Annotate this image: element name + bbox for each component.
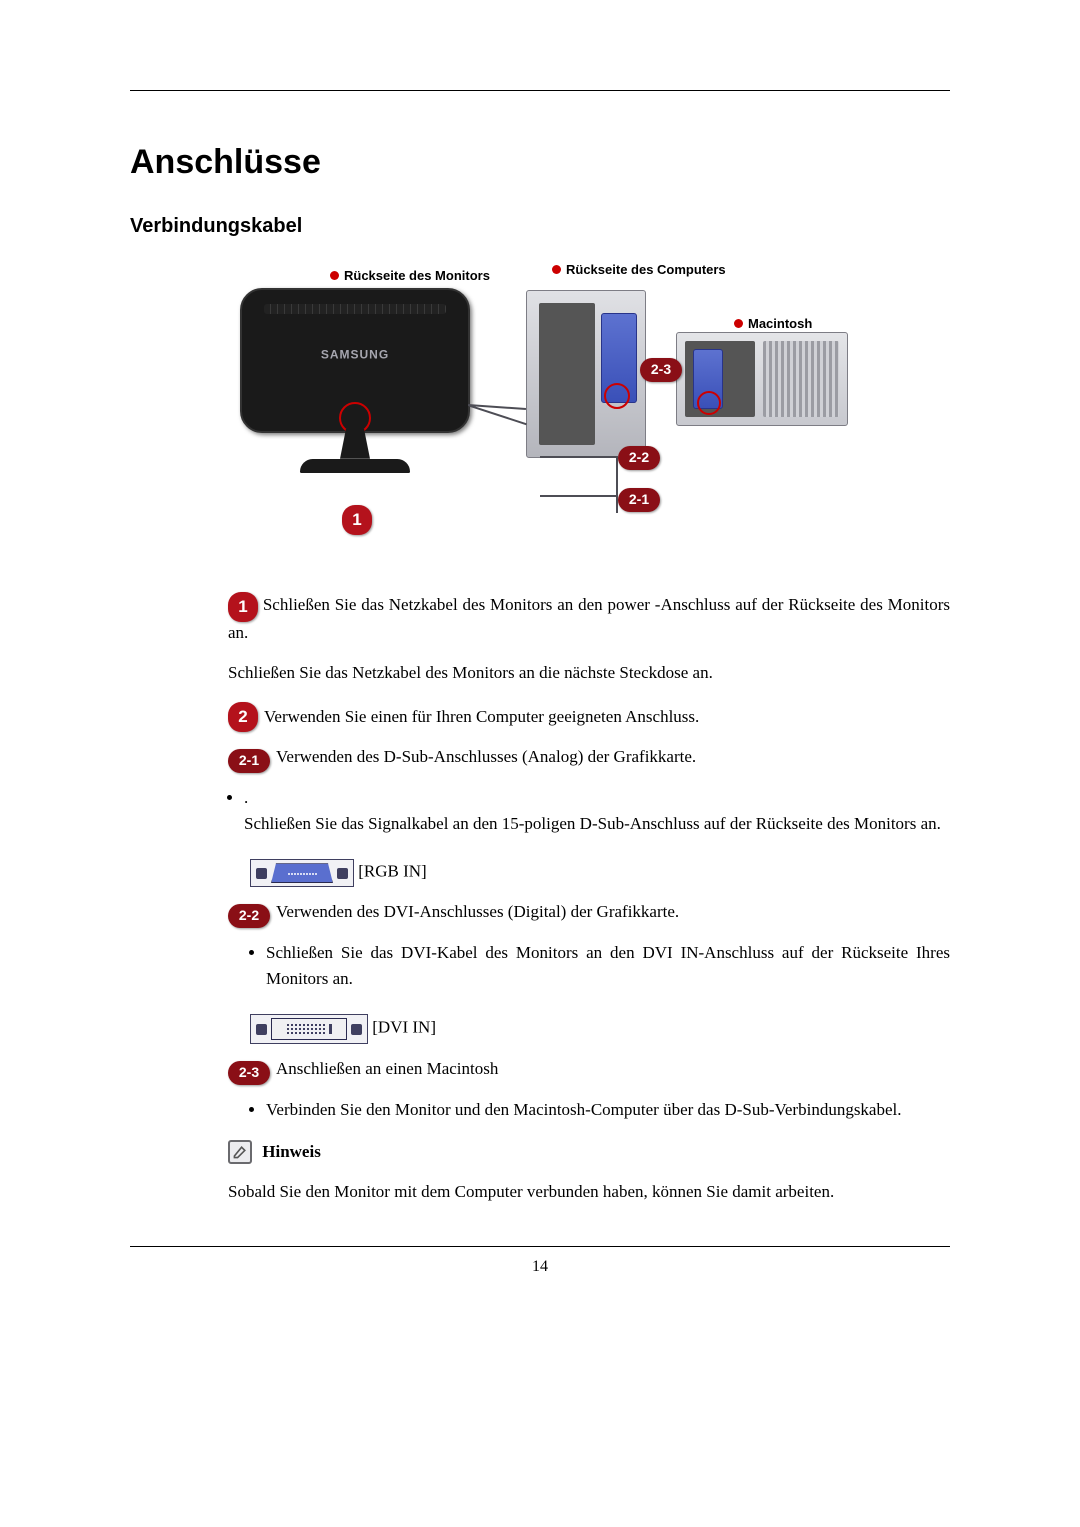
note-text: Sobald Sie den Monitor mit dem Computer … xyxy=(228,1179,950,1205)
section-subtitle: Verbindungskabel xyxy=(130,211,950,242)
step-1-text2: Schließen Sie das Netzkabel des Monitors… xyxy=(228,660,950,686)
step-2-3: 2-3 Anschließen an einen Macintosh xyxy=(228,1056,950,1082)
note-label: Hinweis xyxy=(262,1142,321,1161)
step-1-text: Schließen Sie das Netzkabel des Monitors… xyxy=(228,595,950,642)
step-2-badge: 2 xyxy=(228,702,258,732)
connection-diagram: Rückseite des Monitors Rückseite des Com… xyxy=(220,260,860,550)
bullet-dot-icon xyxy=(552,265,561,274)
step-1-badge: 1 xyxy=(228,592,258,622)
bottom-rule xyxy=(130,1246,950,1247)
step-2-2-bullets: Schließen Sie das DVI-Kabel des Monitors… xyxy=(250,940,950,993)
diagram-badge-1: 1 xyxy=(342,505,372,535)
note-icon xyxy=(228,1140,252,1164)
note-row: Hinweis xyxy=(228,1137,950,1165)
dvi-port-label: [DVI IN] xyxy=(372,1018,436,1037)
diagram-badge-23: 2-3 xyxy=(640,358,682,382)
step-2-3-bullets: Verbinden Sie den Monitor und den Macint… xyxy=(250,1097,950,1123)
diagram-label-computer: Rückseite des Computers xyxy=(552,260,726,280)
step-2-1-badge: 2-1 xyxy=(228,749,270,773)
bullet-2-3: Verbinden Sie den Monitor und den Macint… xyxy=(266,1097,950,1123)
diagram-label-mac-text: Macintosh xyxy=(748,314,812,334)
monitor-logo: SAMSUNG xyxy=(321,345,389,364)
diagram-badge-22: 2-2 xyxy=(618,446,660,470)
rgb-port-icon xyxy=(250,859,354,887)
rgb-port-row: [RGB IN] xyxy=(228,851,950,885)
bullet-2-2: Schließen Sie das DVI-Kabel des Monitors… xyxy=(266,940,950,993)
top-rule xyxy=(130,90,950,91)
pc-illustration xyxy=(526,290,646,458)
bullet-2-1-b: Schließen Sie das Signalkabel an den 15-… xyxy=(244,814,941,833)
step-2-3-badge: 2-3 xyxy=(228,1061,270,1085)
step-2-text: Verwenden Sie einen für Ihren Computer g… xyxy=(264,704,699,730)
step-2-1: 2-1 Verwenden des D-Sub-Anschlusses (Ana… xyxy=(228,744,950,770)
step-2: 2 Verwenden Sie einen für Ihren Computer… xyxy=(228,700,950,730)
step-2-1-bullets: . Schließen Sie das Signalkabel an den 1… xyxy=(228,785,950,838)
monitor-illustration: SAMSUNG xyxy=(240,288,470,473)
dvi-port-row: [DVI IN] xyxy=(228,1006,950,1042)
bullet-dot-icon xyxy=(330,271,339,280)
step-2-2-text: Verwenden des DVI-Anschlusses (Digital) … xyxy=(276,899,679,925)
step-1: 1 Schließen Sie das Netzkabel des Monito… xyxy=(228,590,950,646)
step-2-3-text: Anschließen an einen Macintosh xyxy=(276,1056,498,1082)
step-2-1-text: Verwenden des D-Sub-Anschlusses (Analog)… xyxy=(276,744,696,770)
highlight-ring-icon xyxy=(604,383,630,409)
dvi-port-icon xyxy=(250,1014,368,1044)
page-number: 14 xyxy=(130,1255,950,1280)
page-title: Anschlüsse xyxy=(130,136,950,189)
step-2-2-badge: 2-2 xyxy=(228,904,270,928)
bullet-dot-icon xyxy=(734,319,743,328)
diagram-label-monitor: Rückseite des Monitors xyxy=(330,266,490,286)
rgb-port-label: [RGB IN] xyxy=(358,862,426,881)
diagram-badge-21: 2-1 xyxy=(618,488,660,512)
highlight-ring-icon xyxy=(697,391,721,415)
step-2-2: 2-2 Verwenden des DVI-Anschlusses (Digit… xyxy=(228,899,950,925)
bullet-2-1-a: . xyxy=(244,788,248,807)
diagram-label-mac: Macintosh xyxy=(734,314,812,334)
mac-illustration xyxy=(676,332,848,426)
diagram-label-computer-text: Rückseite des Computers xyxy=(566,260,726,280)
diagram-label-monitor-text: Rückseite des Monitors xyxy=(344,266,490,286)
